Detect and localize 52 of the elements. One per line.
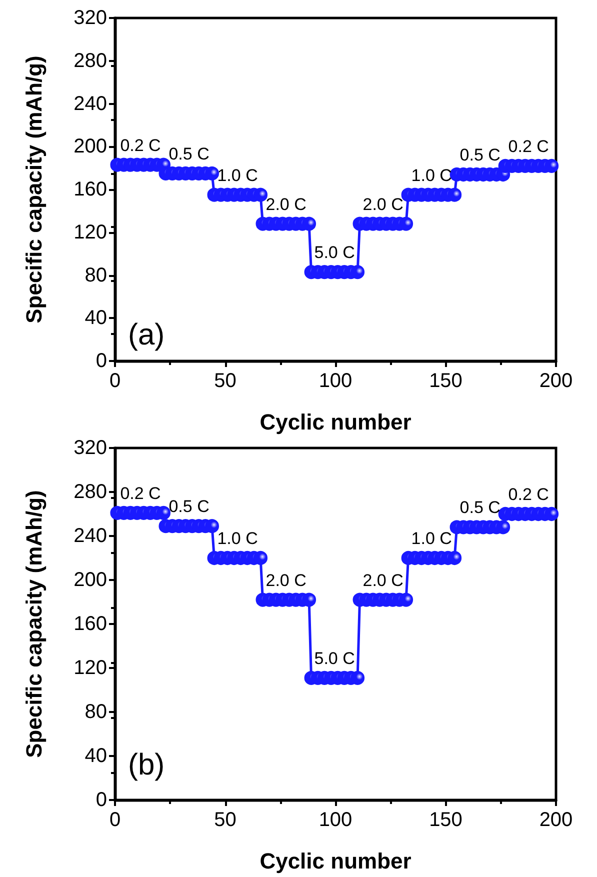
annotation: 0.2 C: [508, 485, 549, 504]
x-tick-label: 50: [214, 370, 236, 392]
y-axis-title: Specific capacity (mAh/g): [22, 490, 46, 758]
x-axis-title: Cyclic number: [260, 410, 412, 434]
annotation: (b): [128, 748, 165, 782]
annotation: 1.0 C: [217, 529, 258, 548]
y-tick-label: 0: [96, 789, 107, 811]
annotation: 5.0 C: [314, 243, 355, 262]
y-tick-label: 320: [74, 7, 107, 29]
y-tick-label: 80: [84, 264, 107, 286]
annotation: 2.0 C: [266, 194, 306, 214]
annotation: 1.0 C: [411, 529, 452, 548]
annotation: 0.2 C: [120, 136, 161, 155]
annotation: 0.2 C: [120, 484, 161, 503]
x-tick-label: 150: [429, 370, 462, 392]
y-tick-label: 320: [74, 437, 107, 459]
annotation: (a): [128, 318, 165, 352]
annotation: 1.0 C: [217, 166, 258, 185]
annotation: 2.0 C: [266, 570, 306, 590]
annotation: 0.5 C: [168, 497, 210, 516]
x-tick-label: 0: [109, 370, 121, 392]
y-axis-title: Specific capacity (mAh/g): [22, 56, 46, 324]
x-tick-label: 200: [539, 370, 573, 392]
y-tick-label: 240: [74, 92, 107, 115]
y-tick-label: 280: [74, 50, 107, 72]
annotation: 2.0 C: [362, 194, 404, 214]
y-tick-label: 200: [74, 569, 107, 591]
y-tick-label: 40: [84, 745, 107, 767]
x-tick-label: 100: [318, 809, 352, 831]
y-tick-label: 40: [84, 307, 107, 330]
y-tick-label: 120: [74, 657, 107, 679]
y-tick-label: 160: [74, 613, 107, 635]
y-tick-label: 0: [96, 350, 107, 372]
y-tick-label: 120: [74, 221, 107, 244]
x-tick-label: 0: [109, 809, 121, 831]
y-tick-label: 200: [74, 136, 107, 158]
x-tick-label: 100: [318, 370, 352, 392]
annotation: 0.5 C: [460, 145, 500, 164]
annotation: 5.0 C: [314, 648, 355, 668]
x-tick-label: 150: [429, 809, 462, 831]
annotation: 0.2 C: [508, 136, 549, 156]
y-tick-label: 240: [74, 525, 107, 547]
x-tick-label: 200: [539, 809, 573, 831]
y-tick-label: 80: [84, 701, 107, 723]
x-axis-title: Cyclic number: [260, 848, 412, 874]
annotation: 2.0 C: [362, 570, 404, 590]
y-tick-label: 280: [74, 481, 107, 503]
annotation: 0.5 C: [460, 498, 500, 518]
x-tick-label: 50: [214, 809, 236, 831]
annotation: 1.0 C: [411, 166, 452, 185]
y-tick-label: 160: [74, 178, 107, 200]
annotation: 0.5 C: [168, 144, 210, 164]
